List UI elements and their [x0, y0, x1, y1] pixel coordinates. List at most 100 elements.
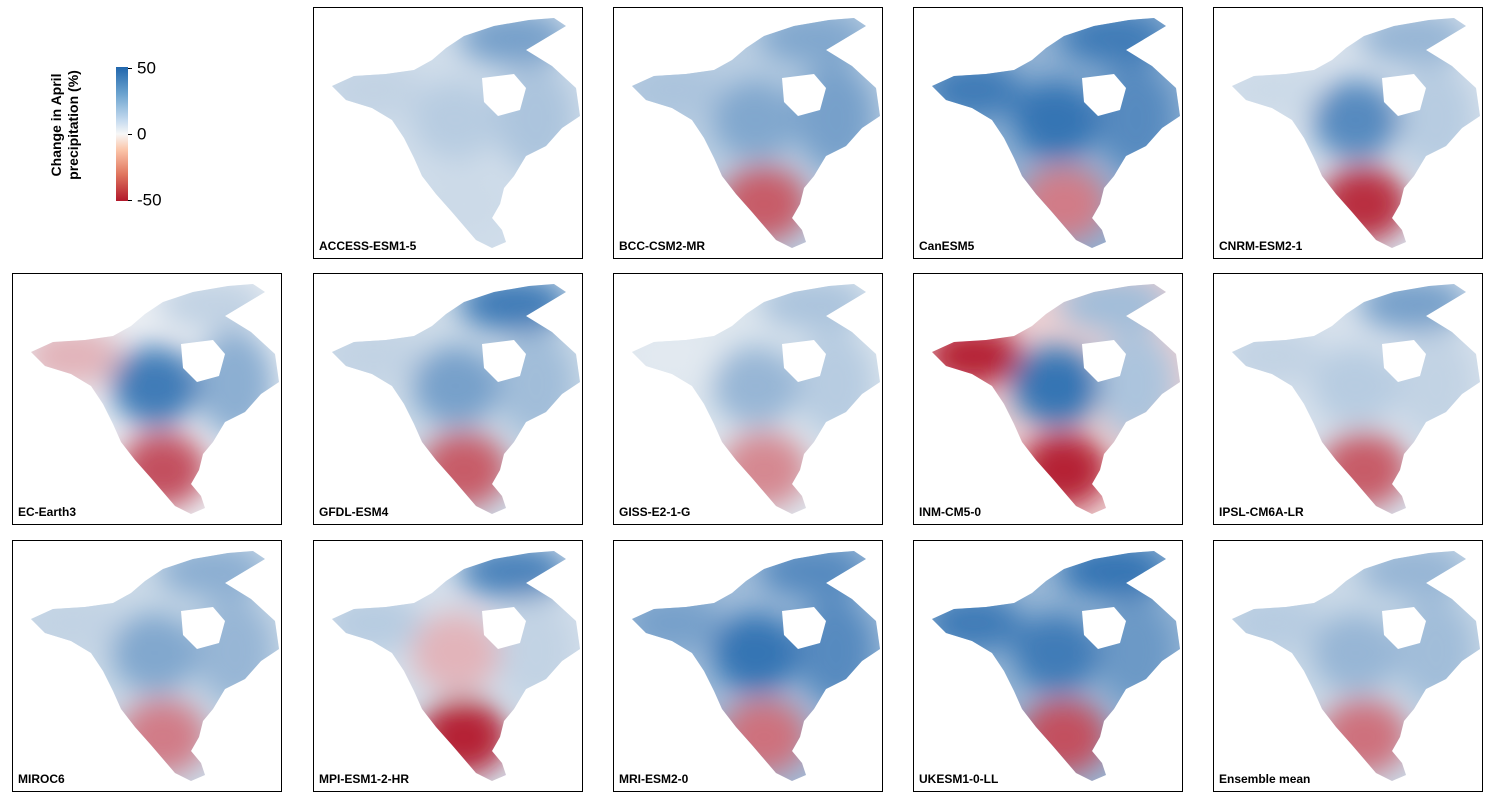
region-west: [632, 60, 722, 120]
region-center: [1012, 613, 1100, 693]
map-panel: MIROC6: [12, 540, 282, 792]
hudson-bay: [482, 607, 526, 649]
map-panel: EC-Earth3: [12, 273, 282, 525]
panel-label: INM-CM5-0: [919, 505, 981, 519]
map-panel: UKESM1-0-LL: [913, 540, 1183, 792]
region-center: [412, 613, 500, 693]
hudson-bay: [782, 74, 826, 116]
map-panel: MRI-ESM2-0: [613, 540, 883, 792]
legend-tick-max: [128, 68, 132, 69]
region-south: [119, 432, 207, 508]
region-south: [1020, 432, 1108, 508]
precipitation-change-map: [1232, 18, 1480, 248]
legend-tick-min: [128, 200, 132, 201]
hudson-bay: [782, 340, 826, 382]
region-south: [1020, 166, 1108, 242]
region-north: [1059, 551, 1169, 599]
region-center: [712, 346, 800, 426]
panel-label: GISS-E2-1-G: [619, 505, 691, 519]
precipitation-change-map: [632, 284, 880, 514]
region-center: [111, 346, 199, 426]
precipitation-change-map: [1232, 551, 1480, 781]
region-west: [1232, 593, 1322, 653]
region-south: [119, 699, 207, 775]
legend-tick-mid: [128, 134, 132, 135]
region-west: [1232, 326, 1322, 386]
panel-label: BCC-CSM2-MR: [619, 239, 705, 253]
region-south: [720, 432, 808, 508]
hudson-bay: [181, 607, 225, 649]
legend-title-line2: precipitation (%): [65, 70, 81, 180]
colorbar-legend: Change in April precipitation (%) 50 0 -…: [48, 58, 255, 220]
region-center: [412, 80, 500, 160]
precipitation-change-map: [332, 551, 580, 781]
region-center: [1012, 80, 1100, 160]
region-west: [632, 326, 722, 386]
region-south: [720, 699, 808, 775]
panel-label: CNRM-ESM2-1: [1219, 239, 1303, 253]
region-west: [932, 326, 1022, 386]
panel-label: MRI-ESM2-0: [619, 772, 689, 786]
hudson-bay: [181, 340, 225, 382]
region-north: [1059, 18, 1169, 66]
panel-label: IPSL-CM6A-LR: [1219, 505, 1304, 519]
map-panel: GFDL-ESM4: [313, 273, 583, 525]
panel-label: MPI-ESM1-2-HR: [319, 772, 410, 786]
precipitation-change-map: [332, 284, 580, 514]
map-panel: MPI-ESM1-2-HR: [313, 540, 583, 792]
hudson-bay: [1382, 74, 1426, 116]
region-south: [720, 166, 808, 242]
panel-label: EC-Earth3: [18, 505, 77, 519]
region-south: [1320, 432, 1408, 508]
precipitation-change-map: [1232, 284, 1480, 514]
region-north: [459, 551, 569, 599]
hudson-bay: [1082, 340, 1126, 382]
region-center: [1312, 346, 1400, 426]
region-south: [420, 432, 508, 508]
region-west: [31, 593, 121, 653]
map-panel: CNRM-ESM2-1: [1213, 7, 1483, 259]
legend-label-min: -50: [137, 190, 162, 210]
region-north: [459, 18, 569, 66]
region-south: [420, 166, 508, 242]
region-west: [31, 326, 121, 386]
precipitation-change-map: [332, 18, 580, 248]
region-north: [158, 551, 268, 599]
region-north: [759, 551, 869, 599]
region-center: [1312, 613, 1400, 693]
region-north: [759, 284, 869, 332]
hudson-bay: [782, 607, 826, 649]
map-panel: INM-CM5-0: [913, 273, 1183, 525]
precipitation-change-map: [932, 551, 1180, 781]
map-panel: GISS-E2-1-G: [613, 273, 883, 525]
region-west: [332, 60, 422, 120]
legend-label-max: 50: [137, 58, 156, 78]
hudson-bay: [1082, 74, 1126, 116]
region-west: [932, 60, 1022, 120]
panel-label: UKESM1-0-LL: [919, 772, 999, 786]
panel-label: Ensemble mean: [1219, 772, 1311, 786]
precipitation-change-map: [632, 551, 880, 781]
region-west: [632, 593, 722, 653]
region-west: [1232, 60, 1322, 120]
hudson-bay: [1382, 607, 1426, 649]
region-south: [1320, 166, 1408, 242]
region-center: [712, 80, 800, 160]
region-north: [759, 18, 869, 66]
region-west: [332, 593, 422, 653]
hudson-bay: [1382, 340, 1426, 382]
precipitation-change-map: [932, 284, 1180, 514]
region-center: [111, 613, 199, 693]
region-center: [412, 346, 500, 426]
hudson-bay: [482, 74, 526, 116]
hudson-bay: [1082, 607, 1126, 649]
precipitation-change-map: [632, 18, 880, 248]
legend-label-mid: 0: [137, 124, 147, 144]
region-north: [1359, 284, 1469, 332]
precipitation-change-map: [31, 551, 279, 781]
legend-color-bar: [116, 67, 128, 201]
panel-label: MIROC6: [18, 772, 65, 786]
region-west: [932, 593, 1022, 653]
map-panel: Ensemble mean: [1213, 540, 1483, 792]
map-panel: BCC-CSM2-MR: [613, 7, 883, 259]
